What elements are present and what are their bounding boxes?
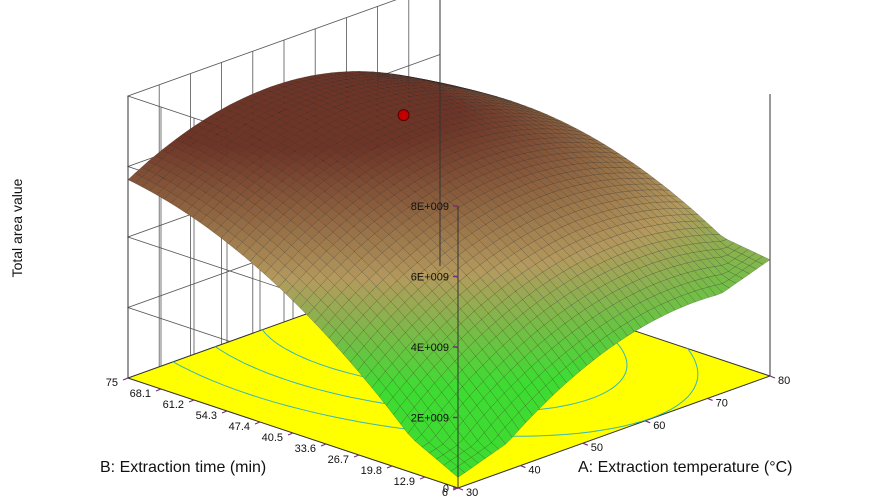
z-tick-label: 8E+009 [411, 201, 449, 213]
z-axis-title: Total area value [9, 178, 25, 277]
axis-ticks: 0 2E+009 4E+009 6E+009 8E+009 6 12.9 19.8 26.7 33… [106, 201, 791, 498]
y-tick [122, 377, 129, 381]
response-surface [127, 71, 771, 478]
x-tick-label: 30 [466, 487, 478, 498]
y-tick-label: 26.7 [328, 454, 349, 466]
y-tick [221, 410, 228, 414]
y-tick-label: 75 [106, 377, 118, 389]
y-tick-label: 12.9 [394, 476, 415, 488]
y-tick-label: 19.8 [361, 465, 382, 477]
x-tick [707, 397, 713, 401]
design-point [397, 109, 410, 122]
x-tick-label: 50 [591, 442, 603, 454]
y-tick [353, 454, 360, 458]
z-tick-label: 2E+009 [411, 413, 449, 425]
x-tick [769, 375, 776, 379]
y-tick-label: 40.5 [262, 432, 283, 444]
y-tick [452, 487, 459, 491]
x-tick-label: 40 [528, 465, 540, 477]
x-tick [582, 442, 589, 446]
y-tick-label: 54.3 [196, 410, 217, 422]
x-tick-label: 70 [716, 397, 728, 409]
y-tick-label: 6 [442, 487, 448, 498]
y-tick-label: 68.1 [130, 388, 151, 400]
x-tick [457, 487, 464, 491]
y-tick [287, 432, 294, 436]
contour-line [186, 266, 628, 413]
x-tick [644, 420, 651, 424]
y-tick [419, 476, 426, 480]
z-tick-label: 4E+009 [411, 342, 449, 354]
x-tick-label: 60 [653, 420, 665, 432]
contour-line [128, 266, 699, 437]
y-tick [386, 465, 393, 469]
z-tick-label: 0 [443, 483, 449, 495]
y-tick [320, 443, 327, 447]
x-axis-title: A: Extraction temperature (°C) [578, 459, 792, 476]
y-tick [155, 388, 162, 392]
y-tick-label: 47.4 [229, 421, 250, 433]
y-axis-title: B: Extraction time (min) [100, 459, 266, 476]
x-tick-label: 80 [778, 375, 790, 387]
y-tick-label: 61.2 [163, 399, 184, 411]
y-tick-label: 33.6 [295, 443, 316, 455]
y-tick [254, 421, 261, 425]
x-tick [520, 465, 526, 469]
z-tick-label: 6E+009 [411, 272, 449, 284]
y-tick [188, 399, 195, 403]
